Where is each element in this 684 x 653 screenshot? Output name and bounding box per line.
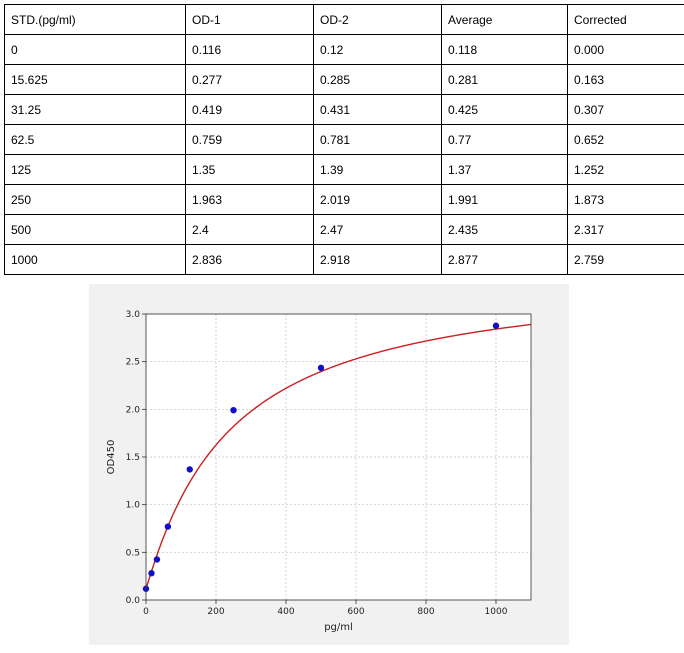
- standard-curve-table: STD.(pg/ml) OD-1 OD-2 Average Corrected 0 0.1…: [4, 4, 684, 275]
- chart-panel: 0 200 400 600 800 1000 0.0 0.5 1.0 1.5 2.0 2.5 3.0 …: [89, 284, 569, 645]
- data-point: [492, 322, 500, 329]
- table-cell: 0.285: [313, 64, 442, 95]
- table-row: 31.25 0.419 0.431 0.425 0.307: [4, 94, 684, 125]
- table-cell: 0.781: [313, 124, 442, 155]
- table-cell: 1.991: [441, 184, 568, 215]
- table-cell: 0.307: [567, 94, 684, 125]
- column-header: Corrected: [567, 4, 684, 35]
- table-row: 500 2.4 2.47 2.435 2.317: [4, 214, 684, 245]
- table-row: 1000 2.836 2.918 2.877 2.759: [4, 244, 684, 275]
- x-tick-label: 0: [143, 607, 149, 617]
- y-axis-ticks: 0.0 0.5 1.0 1.5 2.0 2.5 3.0: [126, 310, 146, 606]
- table-cell: 62.5: [4, 124, 186, 155]
- table-cell: 2.918: [313, 244, 442, 275]
- table-cell: 31.25: [4, 94, 186, 125]
- data-point: [317, 364, 325, 372]
- table-cell: 0.277: [185, 64, 314, 95]
- table-header-row: STD.(pg/ml) OD-1 OD-2 Average Corrected: [4, 4, 684, 35]
- data-point: [148, 570, 155, 577]
- x-axis-ticks: 0 200 400 600 800 1000: [143, 600, 508, 617]
- y-tick-label: 2.5: [126, 358, 140, 368]
- table-cell: 2.877: [441, 244, 568, 275]
- table-cell: 2.435: [441, 214, 568, 245]
- y-axis-label: OD450: [106, 440, 117, 475]
- fit-curve-layer: [145, 323, 532, 589]
- table-cell: 125: [4, 154, 186, 185]
- data-point: [186, 466, 193, 473]
- table-cell: 1.39: [313, 154, 442, 185]
- y-tick-label: 1.5: [126, 453, 140, 463]
- x-axis-label: pg/ml: [324, 622, 353, 633]
- data-point: [153, 556, 161, 563]
- table-cell: 2.019: [313, 184, 442, 215]
- table-cell: 0: [4, 34, 186, 65]
- x-tick-label: 1000: [485, 607, 508, 617]
- table-cell: 1.963: [185, 184, 314, 215]
- table-cell: 2.317: [567, 214, 684, 245]
- y-tick-label: 0.0: [126, 596, 141, 606]
- table-row: 15.625 0.277 0.285 0.281 0.163: [4, 64, 684, 95]
- table-cell: 0.652: [567, 124, 684, 155]
- column-header: STD.(pg/ml): [4, 4, 186, 35]
- table-cell: 1.37: [441, 154, 568, 185]
- table-row: 62.5 0.759 0.781 0.77 0.652: [4, 124, 684, 155]
- data-point: [230, 406, 237, 414]
- table-cell: 0.77: [441, 124, 568, 155]
- y-tick-label: 1.0: [126, 501, 141, 511]
- x-tick-label: 200: [207, 607, 224, 617]
- x-tick-label: 800: [417, 607, 434, 617]
- column-header: OD-2: [313, 4, 442, 35]
- table-cell: 0.431: [313, 94, 442, 125]
- table-row: 125 1.35 1.39 1.37 1.252: [4, 154, 684, 185]
- table-cell: 0.163: [567, 64, 684, 95]
- x-tick-label: 600: [347, 607, 364, 617]
- y-tick-label: 0.5: [126, 548, 140, 558]
- column-header: OD-1: [185, 4, 314, 35]
- y-tick-label: 3.0: [126, 310, 141, 320]
- table-cell: 0.281: [441, 64, 568, 95]
- table-cell: 2.47: [313, 214, 442, 245]
- table-cell: 0.759: [185, 124, 314, 155]
- table-cell: 0.425: [441, 94, 568, 125]
- y-tick-label: 2.0: [126, 405, 141, 415]
- table-cell: 2.4: [185, 214, 314, 245]
- table-cell: 0.419: [185, 94, 314, 125]
- fit-curve-line: [145, 323, 532, 589]
- table-cell: 1.873: [567, 184, 684, 215]
- table-row: 250 1.963 2.019 1.991 1.873: [4, 184, 684, 215]
- table-cell: 15.625: [4, 64, 186, 95]
- table-row: 0 0.116 0.12 0.118 0.000: [4, 34, 684, 65]
- table-cell: 2.759: [567, 244, 684, 275]
- table-body: 0 0.116 0.12 0.118 0.000 15.625 0.277 0.285 0.28…: [4, 34, 684, 275]
- table-header: STD.(pg/ml) OD-1 OD-2 Average Corrected: [4, 4, 684, 35]
- column-header: Average: [441, 4, 568, 35]
- table-cell: 0.116: [185, 34, 314, 65]
- table-cell: 1.35: [185, 154, 314, 185]
- table-cell: 0.12: [313, 34, 442, 65]
- table-cell: 250: [4, 184, 186, 215]
- x-tick-label: 400: [277, 607, 294, 617]
- table-cell: 500: [4, 214, 186, 245]
- data-point: [164, 523, 172, 530]
- table-cell: 1.252: [567, 154, 684, 185]
- table-cell: 2.836: [185, 244, 314, 275]
- table-cell: 0.000: [567, 34, 684, 65]
- table-cell: 1000: [4, 244, 186, 275]
- table-cell: 0.118: [441, 34, 568, 65]
- standard-curve-chart: 0 200 400 600 800 1000 0.00.51.01.52.02.53.0 …: [106, 310, 532, 633]
